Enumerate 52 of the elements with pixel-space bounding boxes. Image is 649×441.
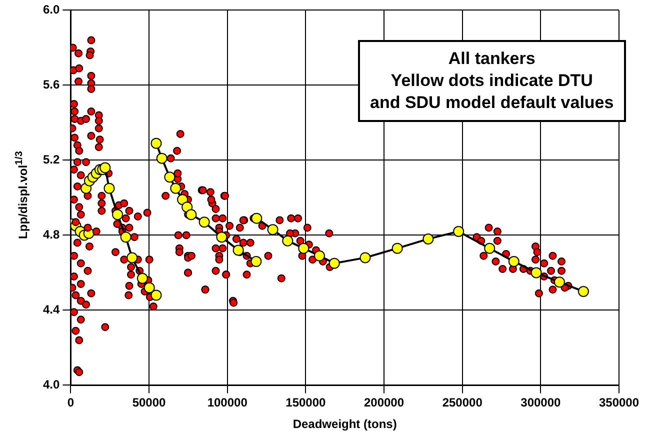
y-tick-label: 5.6: [42, 78, 60, 92]
point: [578, 286, 589, 297]
y-tick-label: 5.2: [42, 152, 60, 167]
y-tick-label: 6.0: [42, 2, 60, 17]
point: [216, 232, 228, 243]
point: [508, 256, 520, 267]
point: [484, 242, 496, 254]
point: [182, 202, 193, 213]
point: [177, 194, 188, 206]
point: [112, 209, 124, 220]
x-axis-title: Deadweight (tons): [292, 417, 397, 432]
point: [144, 282, 155, 294]
y-tick-label: 4.4: [42, 302, 60, 317]
point: [170, 182, 182, 194]
point: [530, 267, 542, 278]
annotation: All tankers: [448, 49, 536, 68]
point: [156, 152, 168, 164]
point: [554, 276, 565, 288]
x-tick-label: 50000: [132, 396, 166, 410]
point: [198, 216, 210, 228]
point: [251, 212, 262, 224]
point: [250, 256, 262, 267]
point: [150, 138, 162, 149]
point: [100, 162, 111, 174]
point: [453, 226, 464, 237]
point: [422, 233, 434, 244]
point: [136, 272, 148, 284]
x-tick-label: 0: [67, 396, 74, 410]
x-tick-label: 100000: [207, 396, 248, 410]
point: [186, 209, 197, 220]
x-tick-label: 250000: [442, 396, 483, 410]
point: [328, 258, 340, 269]
y-tick-label: 4.0: [42, 378, 60, 392]
x-tick-label: 200000: [364, 396, 404, 410]
point: [150, 290, 162, 301]
point: [314, 250, 325, 262]
point: [282, 235, 294, 246]
point: [104, 182, 115, 194]
point: [360, 252, 371, 264]
annotation: and SDU model default values: [370, 93, 614, 112]
point: [298, 242, 310, 254]
x-tick-label: 150000: [286, 396, 326, 410]
point: [232, 244, 244, 256]
point: [267, 224, 278, 236]
x-tick-label: 300000: [520, 396, 562, 410]
y-tick-label: 4.8: [42, 228, 60, 242]
x-tick-label: 350000: [598, 396, 640, 410]
point: [164, 172, 176, 183]
point: [392, 242, 403, 254]
point: [126, 252, 138, 264]
point: [120, 232, 132, 243]
annotation: Yellow dots indicate DTU: [390, 71, 593, 90]
